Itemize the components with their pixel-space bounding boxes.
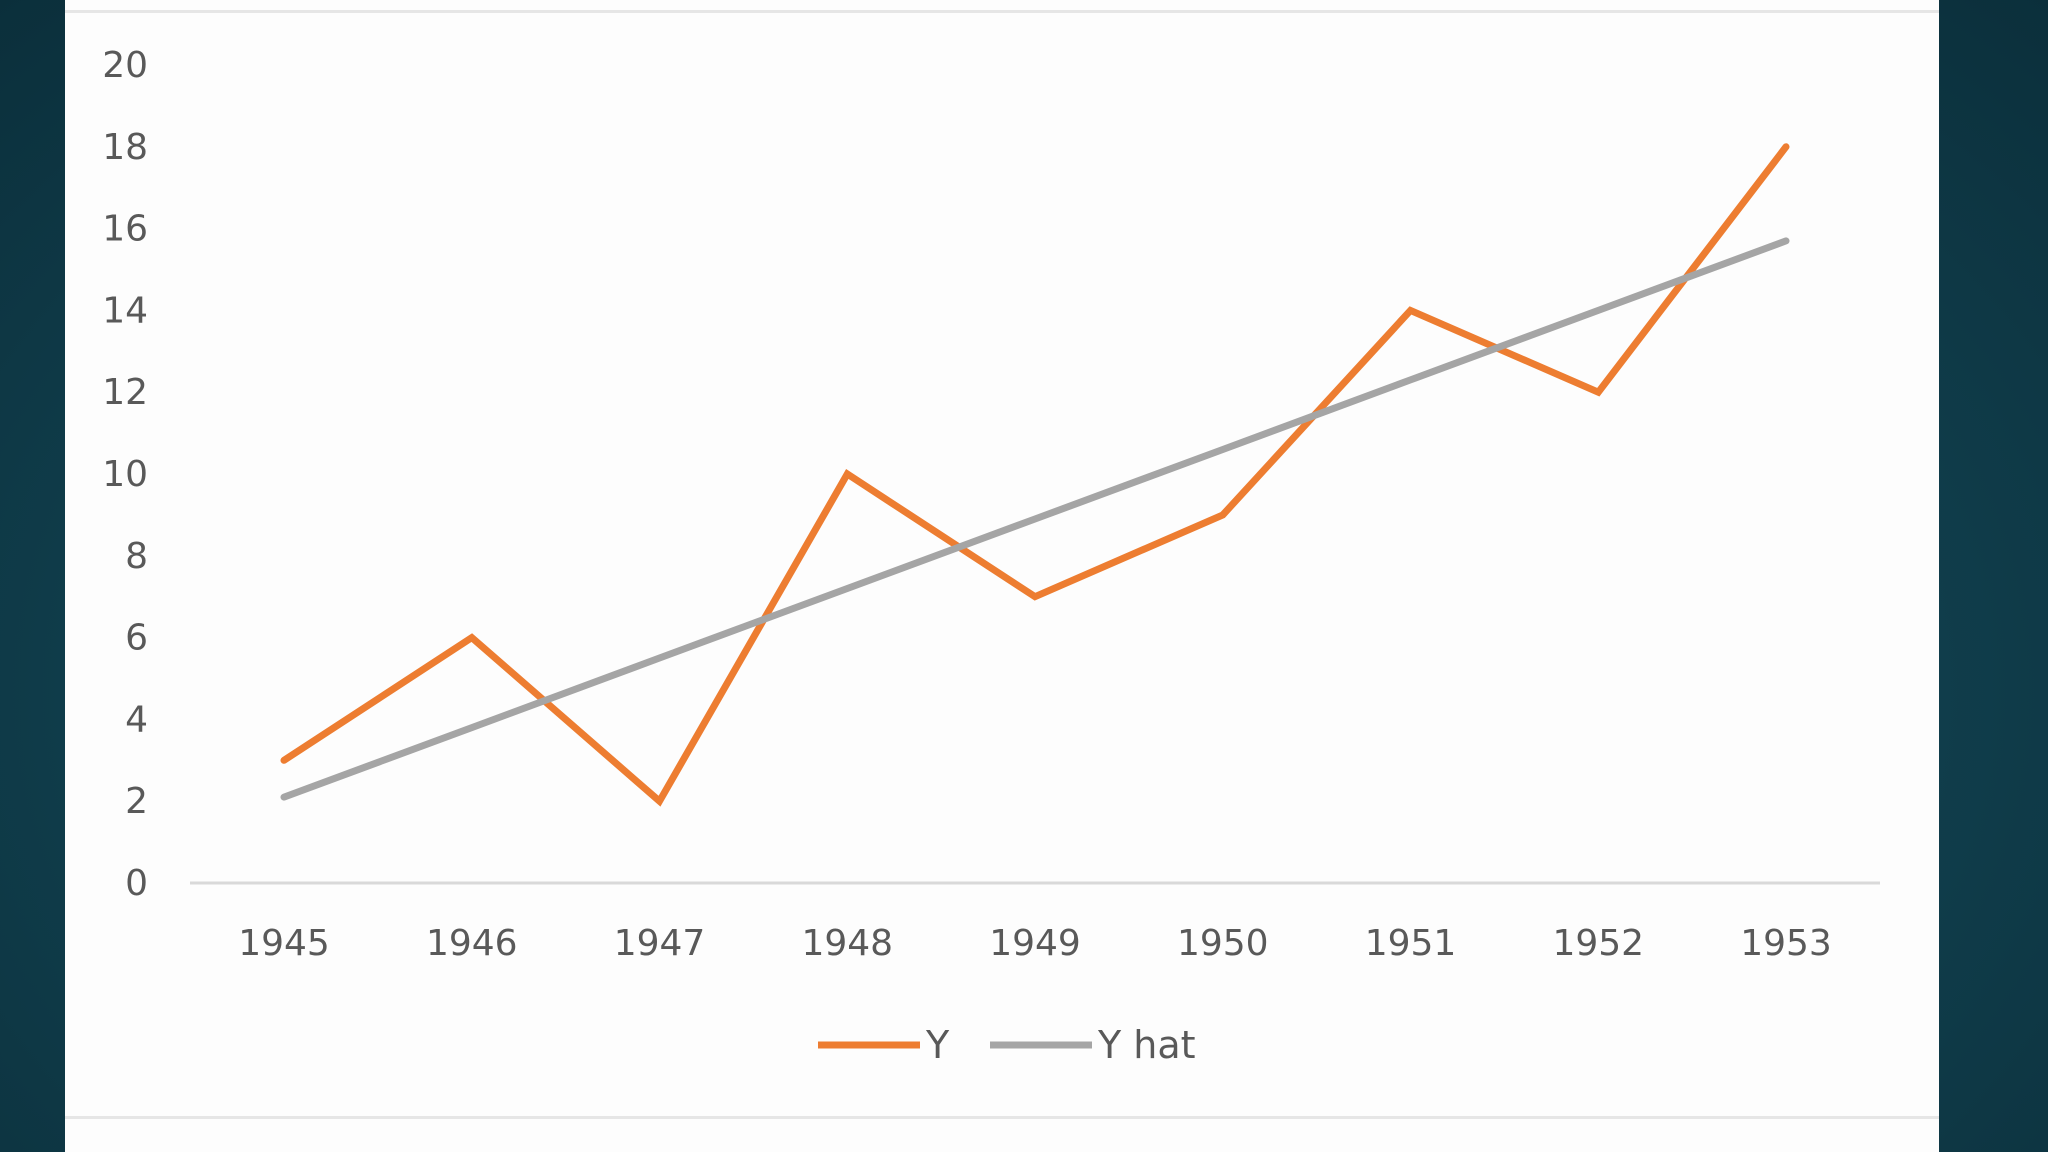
x-tick-label: 1951 (1365, 923, 1457, 964)
y-tick-label: 18 (102, 127, 148, 168)
top-divider (65, 10, 1939, 13)
y-tick-label: 20 (102, 45, 148, 86)
bottom-divider (65, 1116, 1939, 1119)
y-tick-label: 4 (125, 699, 148, 740)
y-tick-label: 10 (102, 454, 148, 495)
x-tick-label: 1952 (1552, 923, 1644, 964)
x-axis-tick-labels: 1945 1946 1947 1948 1949 1950 1951 1952 1953 (238, 923, 1832, 964)
y-tick-label: 14 (102, 290, 148, 331)
x-tick-label: 1948 (801, 923, 893, 964)
y-tick-label: 12 (102, 372, 148, 413)
x-tick-label: 1949 (989, 923, 1081, 964)
x-tick-label: 1945 (238, 923, 330, 964)
y-tick-label: 0 (125, 863, 148, 904)
x-tick-label: 1947 (614, 923, 706, 964)
legend: Y Y hat (818, 1023, 1196, 1067)
y-tick-label: 16 (102, 209, 148, 250)
series-line-y (280, 143, 1790, 807)
x-tick-label: 1950 (1177, 923, 1269, 964)
x-tick-label: 1946 (426, 923, 518, 964)
y-axis-tick-labels: 0 2 4 6 8 10 12 14 16 18 20 (102, 45, 148, 904)
series-line-y-hat (280, 237, 1790, 801)
legend-label-y: Y (925, 1023, 950, 1067)
series-lines (280, 143, 1790, 807)
x-tick-label: 1953 (1740, 923, 1832, 964)
legend-label-y-hat: Y hat (1097, 1023, 1196, 1067)
y-tick-label: 6 (125, 618, 148, 659)
y-tick-label: 2 (125, 781, 148, 822)
y-tick-label: 8 (125, 536, 148, 577)
